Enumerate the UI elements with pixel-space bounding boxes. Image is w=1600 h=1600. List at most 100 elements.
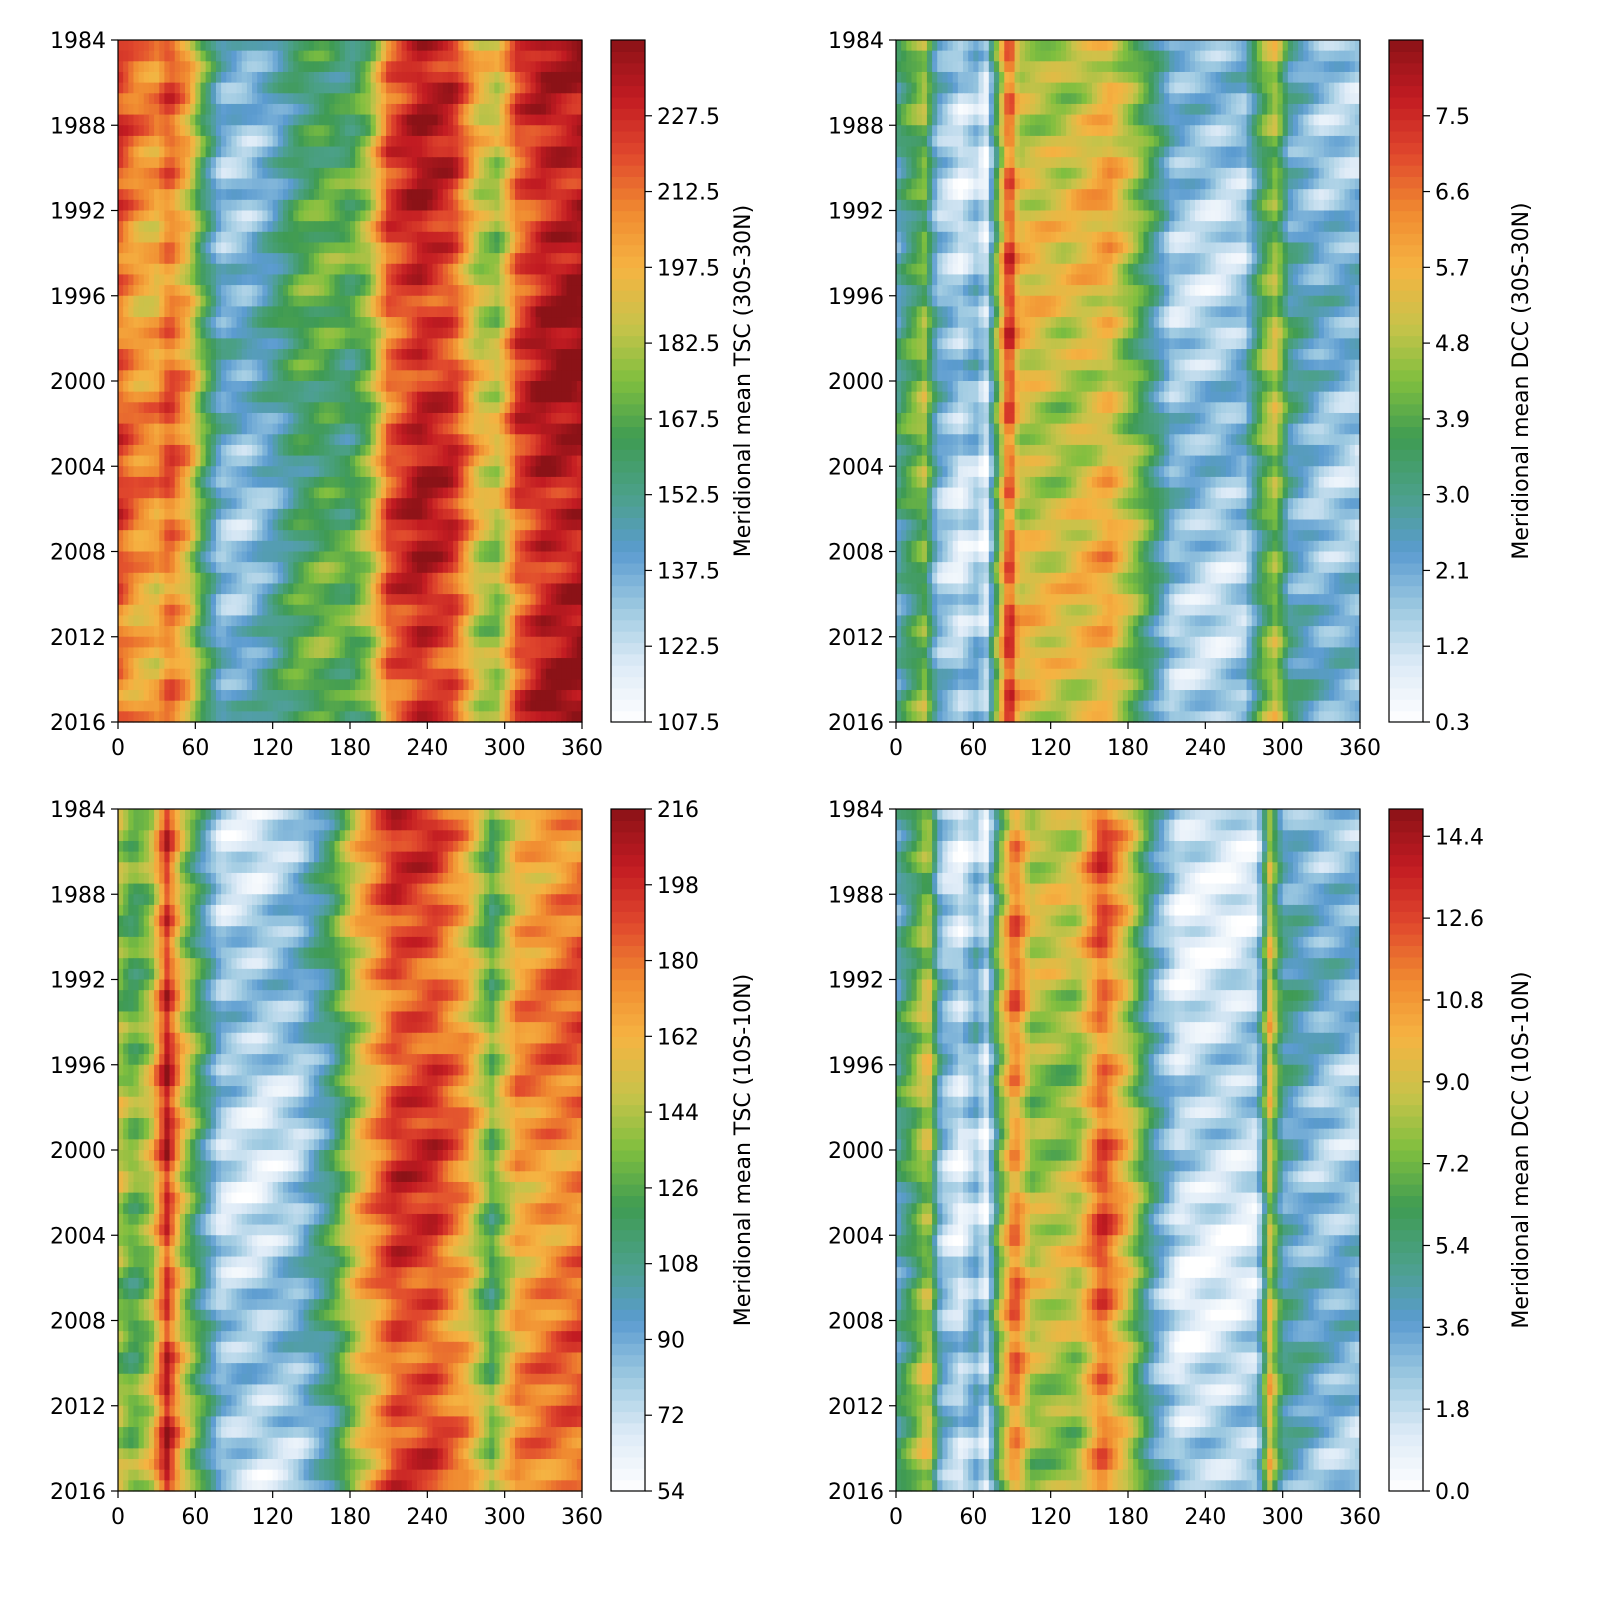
heatmap-cell <box>412 583 418 594</box>
heatmap-cell <box>567 306 573 317</box>
heatmap-cell <box>417 541 423 552</box>
heatmap-cell <box>175 317 181 328</box>
heatmap-cell <box>453 61 459 72</box>
heatmap-cell <box>324 285 330 296</box>
heatmap-cell <box>448 402 454 413</box>
heatmap-cell <box>247 445 253 456</box>
heatmap-cell <box>262 573 268 584</box>
heatmap-cell <box>407 274 413 285</box>
heatmap-cell <box>551 285 557 296</box>
heatmap-cell <box>432 200 438 211</box>
heatmap-cell <box>443 61 449 72</box>
heatmap-cell <box>133 115 139 126</box>
heatmap-cell <box>556 51 562 62</box>
heatmap-cell <box>427 466 433 477</box>
heatmap-cell <box>118 424 124 435</box>
heatmap-cell <box>407 573 413 584</box>
heatmap-cell <box>530 424 536 435</box>
heatmap-cell <box>432 242 438 253</box>
heatmap-cell <box>365 83 371 94</box>
heatmap-cell <box>443 221 449 232</box>
heatmap-cell <box>520 488 526 499</box>
heatmap-cell <box>463 179 469 190</box>
heatmap-cell <box>561 157 567 168</box>
heatmap-cell <box>350 445 356 456</box>
heatmap-cell <box>494 264 500 275</box>
heatmap-cell <box>123 168 129 179</box>
heatmap-cell <box>561 136 567 147</box>
heatmap-cell <box>242 115 248 126</box>
heatmap-cell <box>128 200 134 211</box>
heatmap-cell <box>247 274 253 285</box>
heatmap-cell <box>293 381 299 392</box>
heatmap-cell <box>386 242 392 253</box>
heatmap-cell <box>257 93 263 104</box>
heatmap-cell <box>123 530 129 541</box>
heatmap-cell <box>195 488 201 499</box>
heatmap-cell <box>304 509 310 520</box>
heatmap-cell <box>195 189 201 200</box>
heatmap-cell <box>170 168 176 179</box>
heatmap-cell <box>489 605 495 616</box>
heatmap-cell <box>159 594 165 605</box>
heatmap-cell <box>530 541 536 552</box>
heatmap-cell <box>231 466 237 477</box>
heatmap-cell <box>288 360 294 371</box>
heatmap-cell <box>546 168 552 179</box>
heatmap-cell <box>247 285 253 296</box>
heatmap-cell <box>164 413 170 424</box>
heatmap-cell <box>453 115 459 126</box>
heatmap-cell <box>515 253 521 264</box>
heatmap-cell <box>268 381 274 392</box>
heatmap-cell <box>396 296 402 307</box>
heatmap-cell <box>180 253 186 264</box>
heatmap-cell <box>500 498 506 509</box>
heatmap-cell <box>164 189 170 200</box>
heatmap-cell <box>180 274 186 285</box>
heatmap-cell <box>551 221 557 232</box>
heatmap-cell <box>298 115 304 126</box>
heatmap-cell <box>231 40 237 51</box>
heatmap-cell <box>422 445 428 456</box>
heatmap-cell <box>211 360 217 371</box>
heatmap-cell <box>371 562 377 573</box>
heatmap-cell <box>298 51 304 62</box>
heatmap-cell <box>567 136 573 147</box>
heatmap-cell <box>226 466 232 477</box>
heatmap-cell <box>268 541 274 552</box>
heatmap-cell <box>144 211 150 222</box>
heatmap-cell <box>329 488 335 499</box>
heatmap-cell <box>252 381 258 392</box>
heatmap-cell <box>278 211 284 222</box>
heatmap-cell <box>319 552 325 563</box>
heatmap-cell <box>226 306 232 317</box>
heatmap-cell <box>159 61 165 72</box>
heatmap-cell <box>530 445 536 456</box>
heatmap-cell <box>458 211 464 222</box>
heatmap-cell <box>505 456 511 467</box>
heatmap-cell <box>479 434 485 445</box>
heatmap-cell <box>133 424 139 435</box>
heatmap-cell <box>283 136 289 147</box>
heatmap-cell <box>278 552 284 563</box>
heatmap-cell <box>432 509 438 520</box>
heatmap-cell <box>221 360 227 371</box>
heatmap-cell <box>443 253 449 264</box>
heatmap-cell <box>190 93 196 104</box>
heatmap-cell <box>298 466 304 477</box>
heatmap-cell <box>417 115 423 126</box>
heatmap-cell <box>474 51 480 62</box>
heatmap-cell <box>458 136 464 147</box>
heatmap-cell <box>510 189 516 200</box>
heatmap-cell <box>479 338 485 349</box>
heatmap-cell <box>396 211 402 222</box>
heatmap-cell <box>427 115 433 126</box>
heatmap-cell <box>381 61 387 72</box>
heatmap-cell <box>345 51 351 62</box>
heatmap-cell <box>365 605 371 616</box>
heatmap-cell <box>133 594 139 605</box>
heatmap-cell <box>432 61 438 72</box>
heatmap-cell <box>448 242 454 253</box>
heatmap-cell <box>262 40 268 51</box>
heatmap-cell <box>360 296 366 307</box>
